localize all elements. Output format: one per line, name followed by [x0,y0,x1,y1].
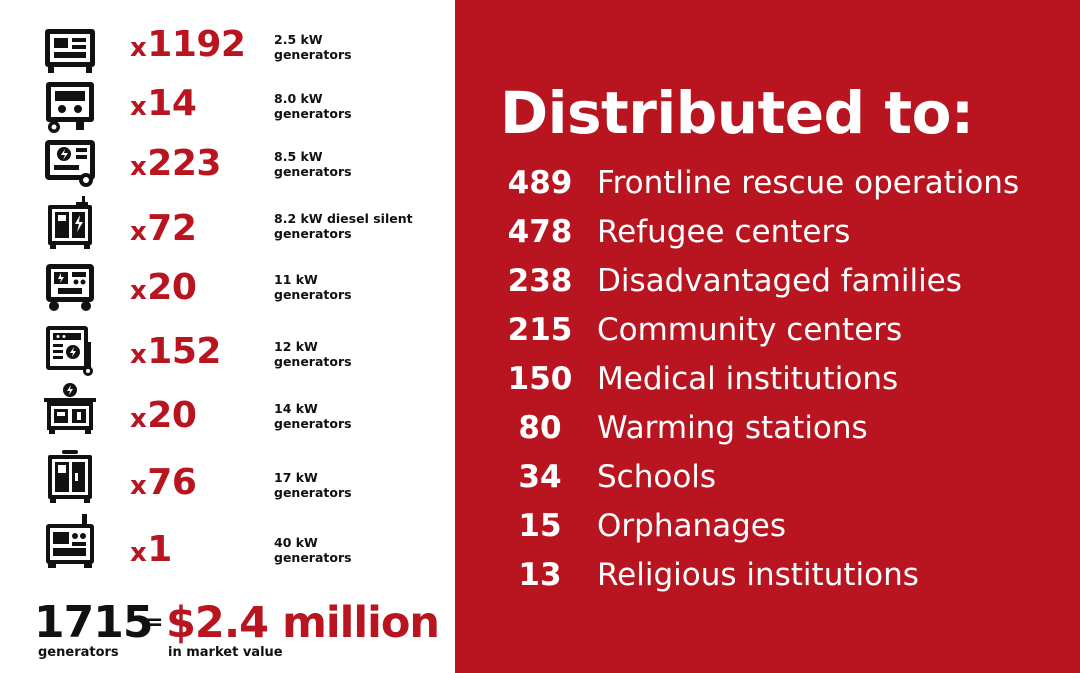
generator-row: x1 40 kW generators [0,514,455,574]
generator-count: x76 [130,462,197,503]
distribution-label: Warming stations [597,410,868,446]
generator-row: x72 8.2 kW diesel silent generators [0,196,455,256]
distribution-count: 215 [507,312,573,348]
market-value: $2.4 million [166,598,440,648]
distribution-label: Community centers [597,312,903,348]
generator-count: x223 [130,143,221,184]
distribution-label: Schools [597,459,717,495]
generator-count: x14 [130,83,197,124]
market-value-label: in market value [168,645,283,660]
power-generator-icon [42,134,98,190]
distribution-count: 13 [518,557,562,593]
generator-list: x1192 2.5 kW generators x14 8.0 kW generat… [0,0,455,673]
standby-generator-icon [42,382,98,438]
distribution-label: Disadvantaged families [597,263,962,299]
distribution-count: 34 [518,459,562,495]
cabinet-generator-icon [42,449,98,505]
distribution-label: Orphanages [597,508,787,544]
distribution-row: 478 Refugee centers [455,210,1080,254]
distribution-count: 238 [507,263,573,299]
distribution-row: 489 Frontline rescue operations [455,161,1080,205]
generator-count: x72 [130,208,197,249]
distribution-count: 489 [507,165,573,201]
distribution-row: 13 Religious institutions [455,553,1080,597]
diesel-silent-generator-icon [42,196,98,252]
distribution-label: Refugee centers [597,214,851,250]
distribution-panel: Distributed to: 489 Frontline rescue ope… [455,0,1080,673]
generator-desc: 14 kW generators [274,401,352,431]
distribution-count: 80 [518,410,562,446]
distribution-row: 34 Schools [455,455,1080,499]
distribution-count: 15 [518,508,562,544]
distribution-row: 80 Warming stations [455,406,1080,450]
generator-desc: 11 kW generators [274,272,352,302]
cart-generator-icon [42,322,98,378]
generator-count: x1192 [130,24,246,65]
distribution-count: 478 [507,214,573,250]
equals-sign: = [145,610,164,635]
distribution-label: Frontline rescue operations [597,165,1020,201]
total-generators-number: 1715 [34,597,153,648]
generator-count: x1 [130,529,172,570]
total-generators-label: generators [38,645,119,660]
generator-desc: 40 kW generators [274,535,352,565]
industrial-generator-icon [42,514,98,570]
generator-count: x20 [130,395,197,436]
portable-generator-icon [42,21,98,77]
distribution-label: Religious institutions [597,557,919,593]
generator-row: x14 8.0 kW generators [0,76,455,136]
generator-row: x20 14 kW generators [0,382,455,442]
generator-row: x152 12 kW generators [0,322,455,382]
panel-title: Distributed to: [500,79,974,147]
generator-desc: 8.0 kW generators [274,91,352,121]
generator-desc: 2.5 kW generators [274,32,352,62]
generator-count: x152 [130,331,221,372]
distribution-row: 15 Orphanages [455,504,1080,548]
generator-desc: 8.2 kW diesel silent generators [274,211,413,241]
framed-generator-icon [42,258,98,314]
distribution-row: 238 Disadvantaged families [455,259,1080,303]
generator-count: x20 [130,267,197,308]
distribution-label: Medical institutions [597,361,899,397]
generator-row: x76 17 kW generators [0,449,455,509]
generator-desc: 8.5 kW generators [274,149,352,179]
distribution-row: 215 Community centers [455,308,1080,352]
distribution-count: 150 [507,361,573,397]
generator-row: x1192 2.5 kW generators [0,17,455,77]
distribution-row: 150 Medical institutions [455,357,1080,401]
generator-row: x223 8.5 kW generators [0,134,455,194]
generator-row: x20 11 kW generators [0,258,455,318]
wheeled-generator-icon [42,78,98,134]
generator-desc: 12 kW generators [274,339,352,369]
generator-desc: 17 kW generators [274,470,352,500]
